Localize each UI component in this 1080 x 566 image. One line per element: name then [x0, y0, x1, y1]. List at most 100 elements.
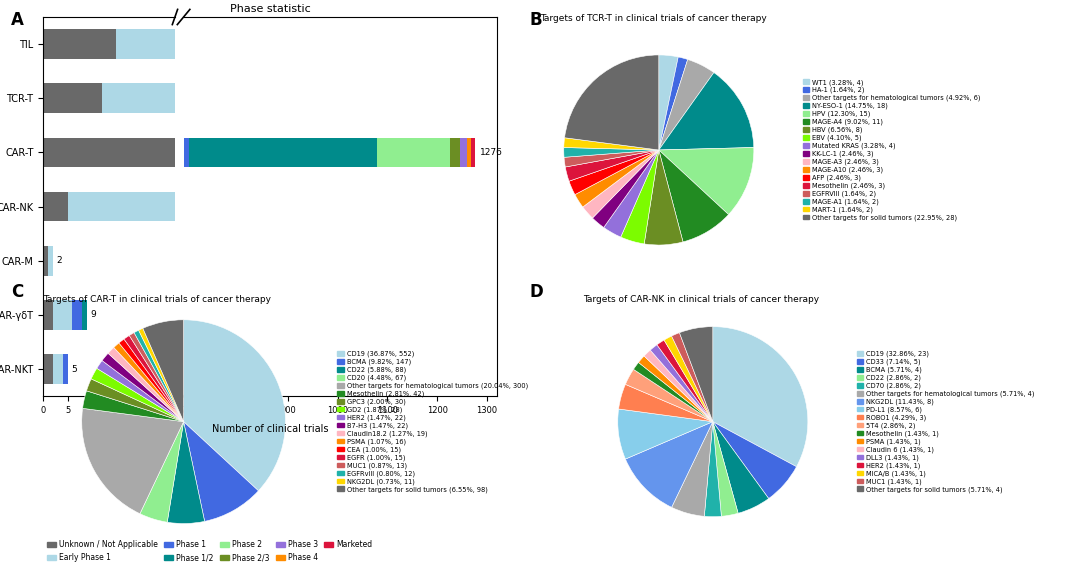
Wedge shape — [713, 327, 808, 467]
Text: Targets of CAR-NK in clinical trials of cancer therapy: Targets of CAR-NK in clinical trials of … — [583, 295, 820, 305]
Bar — [190, 83, 361, 113]
Wedge shape — [713, 422, 796, 499]
Wedge shape — [124, 336, 184, 422]
Wedge shape — [659, 150, 729, 242]
Bar — [53, 354, 63, 384]
Bar — [82, 300, 87, 330]
Wedge shape — [82, 391, 184, 422]
Bar — [629, 29, 824, 59]
Bar — [1068, 138, 1080, 168]
Wedge shape — [140, 422, 184, 522]
Text: 1276: 1276 — [480, 148, 503, 157]
Bar — [361, 192, 370, 221]
Bar — [43, 192, 68, 221]
Wedge shape — [119, 339, 184, 422]
Bar — [214, 192, 336, 221]
Bar — [102, 83, 190, 113]
Wedge shape — [134, 331, 184, 422]
Bar — [541, 83, 551, 113]
Text: C: C — [11, 283, 23, 301]
Legend: CD19 (32.86%, 23), CD33 (7.14%, 5), BCMA (5.71%, 4), CD22 (2.86%, 2), CD70 (2.86: CD19 (32.86%, 23), CD33 (7.14%, 5), BCMA… — [854, 348, 1037, 495]
Bar — [378, 138, 449, 168]
Text: A: A — [11, 11, 24, 29]
Wedge shape — [704, 422, 721, 517]
Bar — [68, 192, 214, 221]
Wedge shape — [619, 384, 713, 422]
Wedge shape — [564, 150, 659, 167]
Wedge shape — [593, 150, 659, 228]
Bar — [43, 300, 53, 330]
Wedge shape — [659, 57, 688, 150]
Wedge shape — [713, 422, 738, 516]
Bar — [336, 29, 531, 59]
Bar — [43, 246, 49, 276]
Text: 2: 2 — [56, 256, 62, 265]
Wedge shape — [625, 422, 713, 507]
Bar — [49, 246, 53, 276]
Bar — [467, 138, 471, 168]
Bar — [522, 83, 541, 113]
Wedge shape — [565, 55, 659, 150]
Legend: Unknown / Not Applicable, Early Phase 1, Phase 1, Phase 1/2, Phase 2, Phase 2/3,: Unknown / Not Applicable, Early Phase 1,… — [48, 541, 373, 562]
Wedge shape — [569, 150, 659, 195]
Bar — [448, 83, 522, 113]
Bar — [824, 29, 849, 59]
Wedge shape — [91, 368, 184, 422]
Wedge shape — [130, 333, 184, 422]
Bar — [449, 138, 459, 168]
Wedge shape — [657, 340, 713, 422]
Wedge shape — [103, 353, 184, 422]
Wedge shape — [138, 328, 184, 422]
Wedge shape — [679, 327, 713, 422]
Wedge shape — [86, 379, 184, 422]
Bar — [531, 29, 629, 59]
Wedge shape — [184, 320, 285, 491]
Text: Number of clinical trials: Number of clinical trials — [212, 424, 328, 435]
Wedge shape — [604, 150, 659, 237]
Wedge shape — [113, 343, 184, 422]
Bar — [43, 138, 629, 168]
Wedge shape — [664, 336, 713, 422]
Text: Targets of TCR-T in clinical trials of cancer therapy: Targets of TCR-T in clinical trials of c… — [540, 14, 767, 23]
Bar — [551, 83, 555, 113]
Bar — [873, 29, 882, 59]
Wedge shape — [108, 348, 184, 422]
Wedge shape — [82, 408, 184, 514]
Wedge shape — [659, 148, 754, 215]
Wedge shape — [143, 320, 184, 422]
Text: Phase statistic: Phase statistic — [230, 4, 310, 14]
Wedge shape — [618, 409, 713, 459]
Bar — [361, 83, 448, 113]
Wedge shape — [672, 333, 713, 422]
Wedge shape — [625, 370, 713, 422]
Wedge shape — [672, 422, 713, 516]
Bar — [72, 300, 82, 330]
Text: B: B — [529, 11, 542, 29]
Wedge shape — [713, 422, 769, 513]
Legend: CD19 (36.87%, 552), BCMA (9.82%, 147), CD22 (5.88%, 88), CD20 (4.48%, 67), Other: CD19 (36.87%, 552), BCMA (9.82%, 147), C… — [335, 348, 530, 495]
Bar — [459, 138, 467, 168]
Text: 5: 5 — [71, 365, 77, 374]
Wedge shape — [583, 150, 659, 218]
Wedge shape — [659, 72, 754, 150]
Text: Targets of CAR-T in clinical trials of cancer therapy: Targets of CAR-T in clinical trials of c… — [43, 295, 271, 305]
Bar — [471, 138, 475, 168]
Wedge shape — [621, 150, 659, 244]
Text: 9: 9 — [91, 310, 96, 319]
Bar — [336, 192, 361, 221]
Bar — [629, 138, 1068, 168]
Bar — [63, 354, 68, 384]
Legend: WT1 (3.28%, 4), HA-1 (1.64%, 2), Other targets for hematological tumors (4.92%, : WT1 (3.28%, 4), HA-1 (1.64%, 2), Other t… — [800, 76, 983, 224]
Bar — [43, 354, 53, 384]
Bar — [189, 138, 378, 168]
Bar — [849, 29, 873, 59]
Bar — [117, 29, 336, 59]
Text: D: D — [529, 283, 543, 301]
Wedge shape — [659, 55, 678, 150]
Wedge shape — [659, 59, 714, 150]
Wedge shape — [644, 350, 713, 422]
Wedge shape — [564, 148, 659, 157]
Bar — [0, 138, 189, 168]
Wedge shape — [650, 345, 713, 422]
Wedge shape — [644, 150, 683, 245]
